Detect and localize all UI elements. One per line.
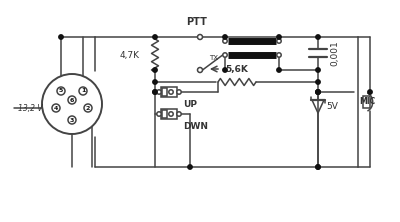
Circle shape	[52, 104, 60, 112]
Circle shape	[68, 116, 76, 124]
Text: TX: TX	[210, 55, 218, 61]
Circle shape	[316, 90, 320, 94]
Circle shape	[316, 35, 320, 39]
Circle shape	[59, 35, 63, 39]
Circle shape	[368, 90, 372, 94]
Bar	[162, 110, 167, 118]
Circle shape	[84, 104, 92, 112]
Circle shape	[316, 80, 320, 84]
Circle shape	[153, 68, 157, 72]
Circle shape	[223, 68, 227, 72]
Circle shape	[223, 39, 227, 43]
Circle shape	[169, 112, 173, 116]
Circle shape	[157, 90, 161, 94]
Circle shape	[177, 90, 181, 94]
Text: 1: 1	[81, 89, 85, 93]
Circle shape	[198, 34, 202, 40]
Text: 6: 6	[70, 97, 74, 103]
Circle shape	[79, 87, 87, 95]
Circle shape	[316, 165, 320, 169]
Bar	[162, 88, 167, 96]
Circle shape	[157, 112, 161, 116]
Circle shape	[316, 90, 320, 94]
Text: 4,7K: 4,7K	[120, 51, 140, 60]
Circle shape	[198, 67, 202, 73]
Text: PTT: PTT	[186, 17, 208, 27]
Text: DWN: DWN	[183, 122, 208, 131]
Text: 3: 3	[70, 117, 74, 123]
Circle shape	[68, 96, 76, 104]
Circle shape	[153, 90, 157, 94]
Circle shape	[169, 90, 173, 94]
Circle shape	[316, 165, 320, 169]
Circle shape	[153, 80, 157, 84]
Circle shape	[316, 68, 320, 72]
Circle shape	[57, 87, 65, 95]
Circle shape	[42, 74, 102, 134]
Circle shape	[177, 112, 181, 116]
Circle shape	[277, 53, 281, 57]
Circle shape	[223, 53, 227, 57]
Circle shape	[277, 68, 281, 72]
Bar	[161, 87, 177, 97]
Circle shape	[316, 90, 320, 94]
Text: 5,6K: 5,6K	[226, 65, 248, 74]
Bar	[161, 109, 177, 119]
Circle shape	[153, 35, 157, 39]
Text: MIC: MIC	[359, 97, 375, 107]
Circle shape	[277, 39, 281, 43]
Circle shape	[188, 165, 192, 169]
Bar	[363, 96, 370, 108]
Circle shape	[153, 90, 157, 94]
Text: 5V: 5V	[326, 102, 338, 111]
Text: 13,2 V: 13,2 V	[18, 103, 43, 113]
Text: 5: 5	[59, 89, 63, 93]
Circle shape	[277, 35, 281, 39]
Circle shape	[223, 35, 227, 39]
Text: UP: UP	[183, 100, 197, 109]
Text: 4: 4	[54, 105, 58, 111]
Text: 2: 2	[86, 105, 90, 111]
Text: 0,001: 0,001	[330, 41, 339, 66]
